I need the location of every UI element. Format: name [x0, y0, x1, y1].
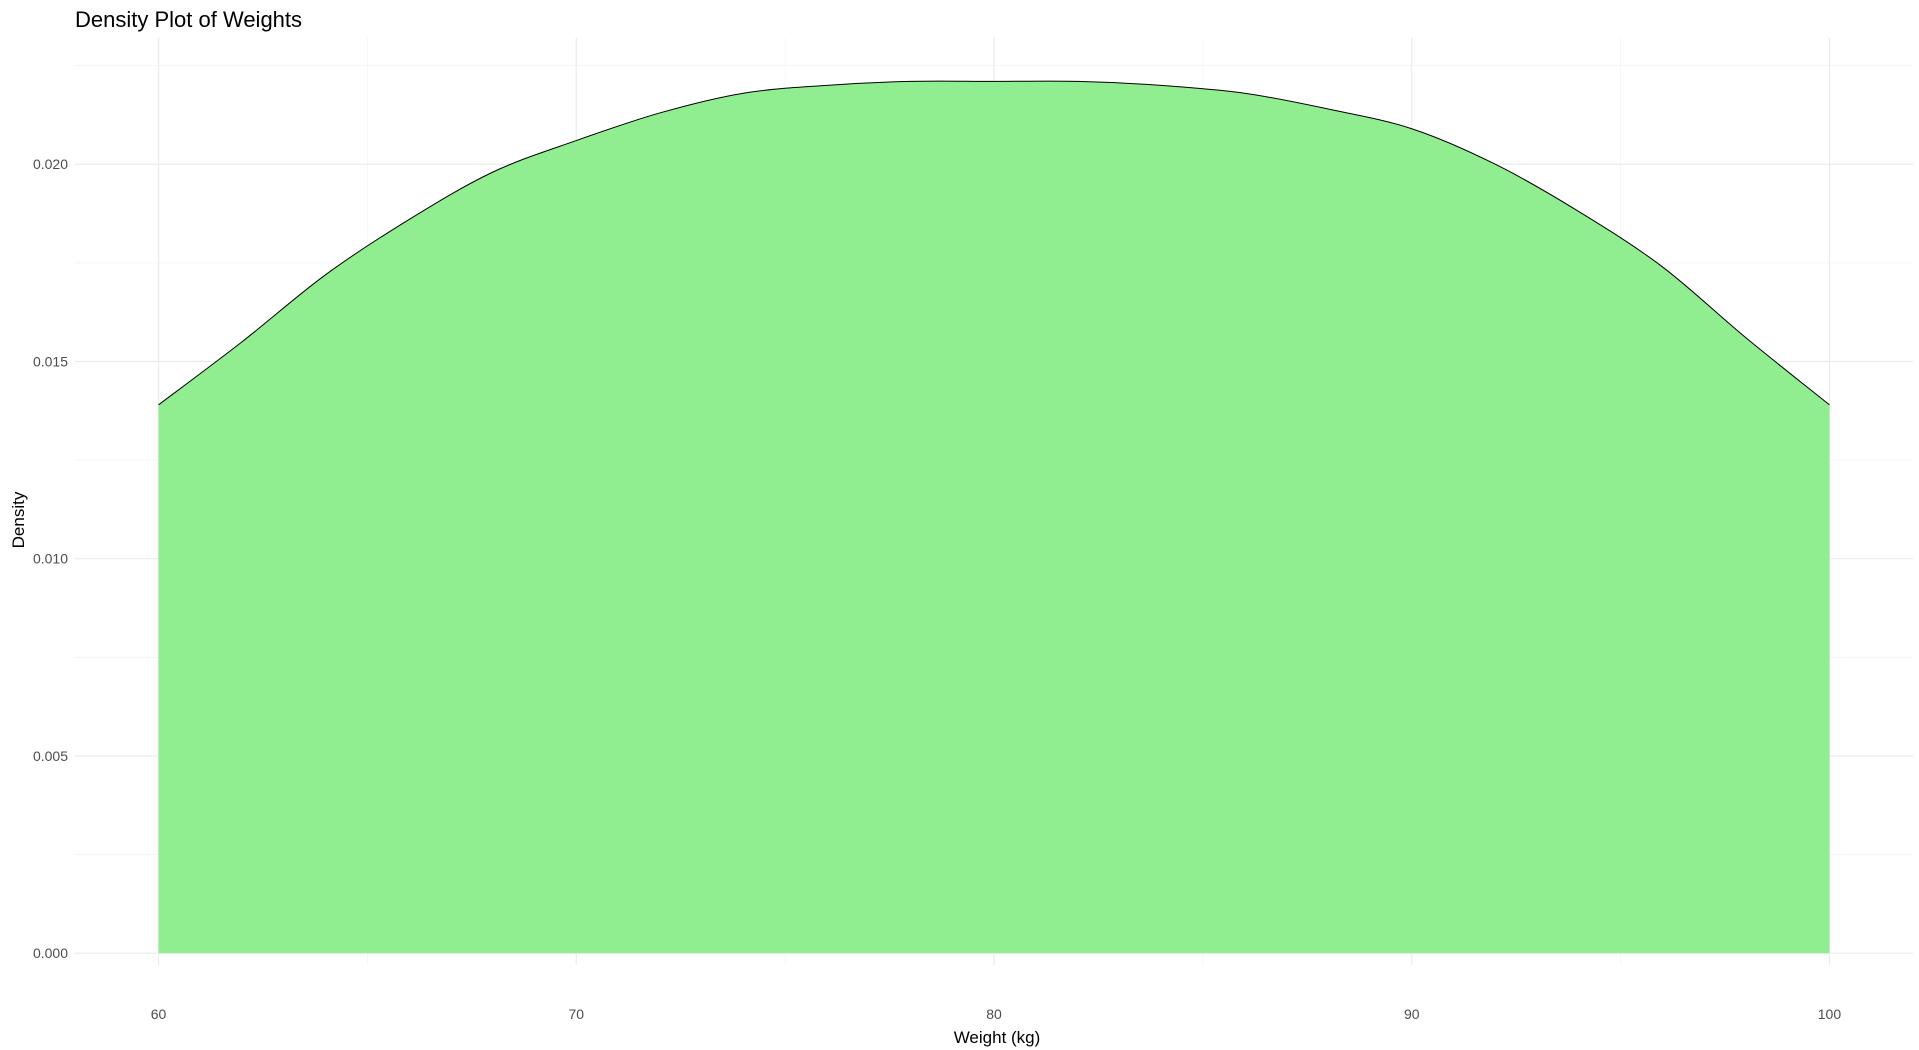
y-tick-label: 0.000 — [33, 945, 68, 961]
y-tick-label: 0.010 — [33, 551, 68, 567]
y-tick-label: 0.020 — [33, 156, 68, 172]
y-axis-label: Density — [9, 491, 28, 548]
y-axis-ticks: 0.000 0.005 0.010 0.015 0.020 — [33, 156, 68, 961]
density-curve — [158, 80, 1830, 406]
x-tick-label: 60 — [151, 1006, 167, 1022]
x-axis-ticks: 60 70 80 90 100 — [151, 1006, 1842, 1022]
y-tick-label: 0.015 — [33, 353, 68, 369]
y-tick-label: 0.005 — [33, 748, 68, 764]
x-tick-label: 70 — [568, 1006, 584, 1022]
x-tick-label: 100 — [1818, 1006, 1842, 1022]
density-area — [158, 81, 1830, 954]
x-tick-label: 90 — [1404, 1006, 1420, 1022]
chart-title: Density Plot of Weights — [75, 7, 302, 32]
x-axis-label: Weight (kg) — [954, 1028, 1041, 1047]
x-tick-label: 80 — [986, 1006, 1002, 1022]
